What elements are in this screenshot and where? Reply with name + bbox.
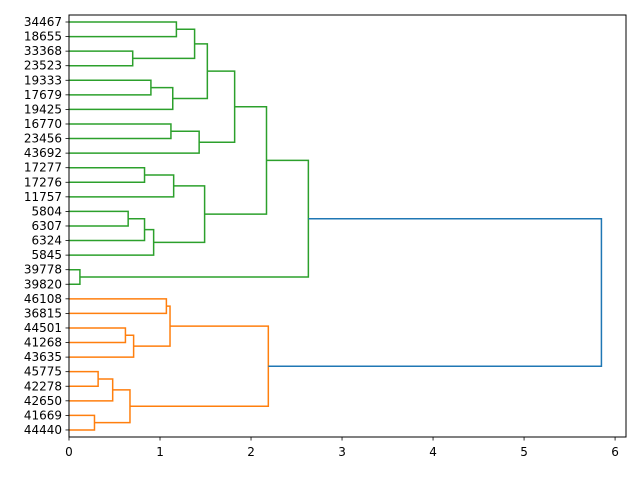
dendrogram-link xyxy=(69,378,114,402)
dendrogram-link xyxy=(153,185,206,244)
dendrogram-link xyxy=(69,414,96,431)
leaf-label: 44440 xyxy=(24,423,62,437)
dendrogram-link xyxy=(199,70,236,143)
dendrogram-link xyxy=(69,79,152,96)
leaf-label: 17276 xyxy=(24,175,62,189)
leaf-label: 39778 xyxy=(24,263,62,277)
leaf-label: 18655 xyxy=(24,30,62,44)
leaf-label: 34467 xyxy=(24,15,62,29)
dendrogram-link xyxy=(69,334,135,358)
dendrogram-link xyxy=(69,327,127,344)
leaf-label: 43635 xyxy=(24,350,62,364)
leaf-label: 39820 xyxy=(24,277,62,291)
leaf-label-axis: 3446718655333682352319333176791942516770… xyxy=(24,15,69,437)
dendrogram-link xyxy=(69,217,146,242)
leaf-label: 23456 xyxy=(24,132,62,146)
x-tick-label: 3 xyxy=(338,445,346,459)
dendrogram-link xyxy=(69,268,81,286)
leaf-label: 41669 xyxy=(24,408,62,422)
leaf-label: 11757 xyxy=(24,190,62,204)
leaf-label: 42650 xyxy=(24,394,62,408)
leaf-label: 5804 xyxy=(31,204,62,218)
dendrogram-link xyxy=(69,21,178,38)
dendrogram-link xyxy=(69,228,155,256)
x-tick-label: 6 xyxy=(611,445,619,459)
dendrogram-link xyxy=(204,105,268,215)
dendrogram-link xyxy=(172,43,209,100)
dendrogram-link xyxy=(129,325,270,408)
dendrogram-link xyxy=(69,210,129,227)
leaf-label: 46108 xyxy=(24,292,62,306)
dendrogram-link xyxy=(69,123,172,140)
dendrogram-link xyxy=(133,305,171,347)
leaf-label: 17679 xyxy=(24,88,62,102)
leaf-label: 17277 xyxy=(24,161,62,175)
dendrogram-link xyxy=(69,298,168,315)
leaf-label: 19425 xyxy=(24,102,62,116)
dendrogram-link xyxy=(69,130,200,154)
x-tick-label: 2 xyxy=(247,445,255,459)
leaf-label: 36815 xyxy=(24,306,62,320)
dendrogram-links xyxy=(69,21,603,431)
dendrogram-link xyxy=(69,50,134,67)
leaf-label: 23523 xyxy=(24,59,62,73)
dendrogram-link xyxy=(69,166,146,184)
leaf-label: 16770 xyxy=(24,117,62,131)
plot-frame xyxy=(68,14,627,438)
leaf-label: 33368 xyxy=(24,44,62,58)
dendrogram-link xyxy=(268,217,603,367)
leaf-label: 41268 xyxy=(24,336,62,350)
leaf-label: 43692 xyxy=(24,146,62,160)
leaf-label: 19333 xyxy=(24,73,62,87)
leaf-label: 42278 xyxy=(24,379,62,393)
dendrogram-link xyxy=(69,174,175,198)
x-tick-label: 1 xyxy=(156,445,164,459)
leaf-label: 6324 xyxy=(31,234,62,248)
leaf-label: 5845 xyxy=(31,248,62,262)
dendrogram-link xyxy=(132,28,196,60)
dendrogram-link xyxy=(79,159,310,278)
dendrogram-link xyxy=(69,370,99,387)
dendrogram-link xyxy=(69,86,174,111)
leaf-label: 6307 xyxy=(31,219,62,233)
x-tick-label: 5 xyxy=(520,445,528,459)
leaf-label: 45775 xyxy=(24,365,62,379)
leaf-label: 44501 xyxy=(24,321,62,335)
x-tick-label: 0 xyxy=(65,445,73,459)
distance-axis: 0 1 2 3 4 5 6 xyxy=(65,437,619,459)
x-tick-label: 4 xyxy=(429,445,437,459)
